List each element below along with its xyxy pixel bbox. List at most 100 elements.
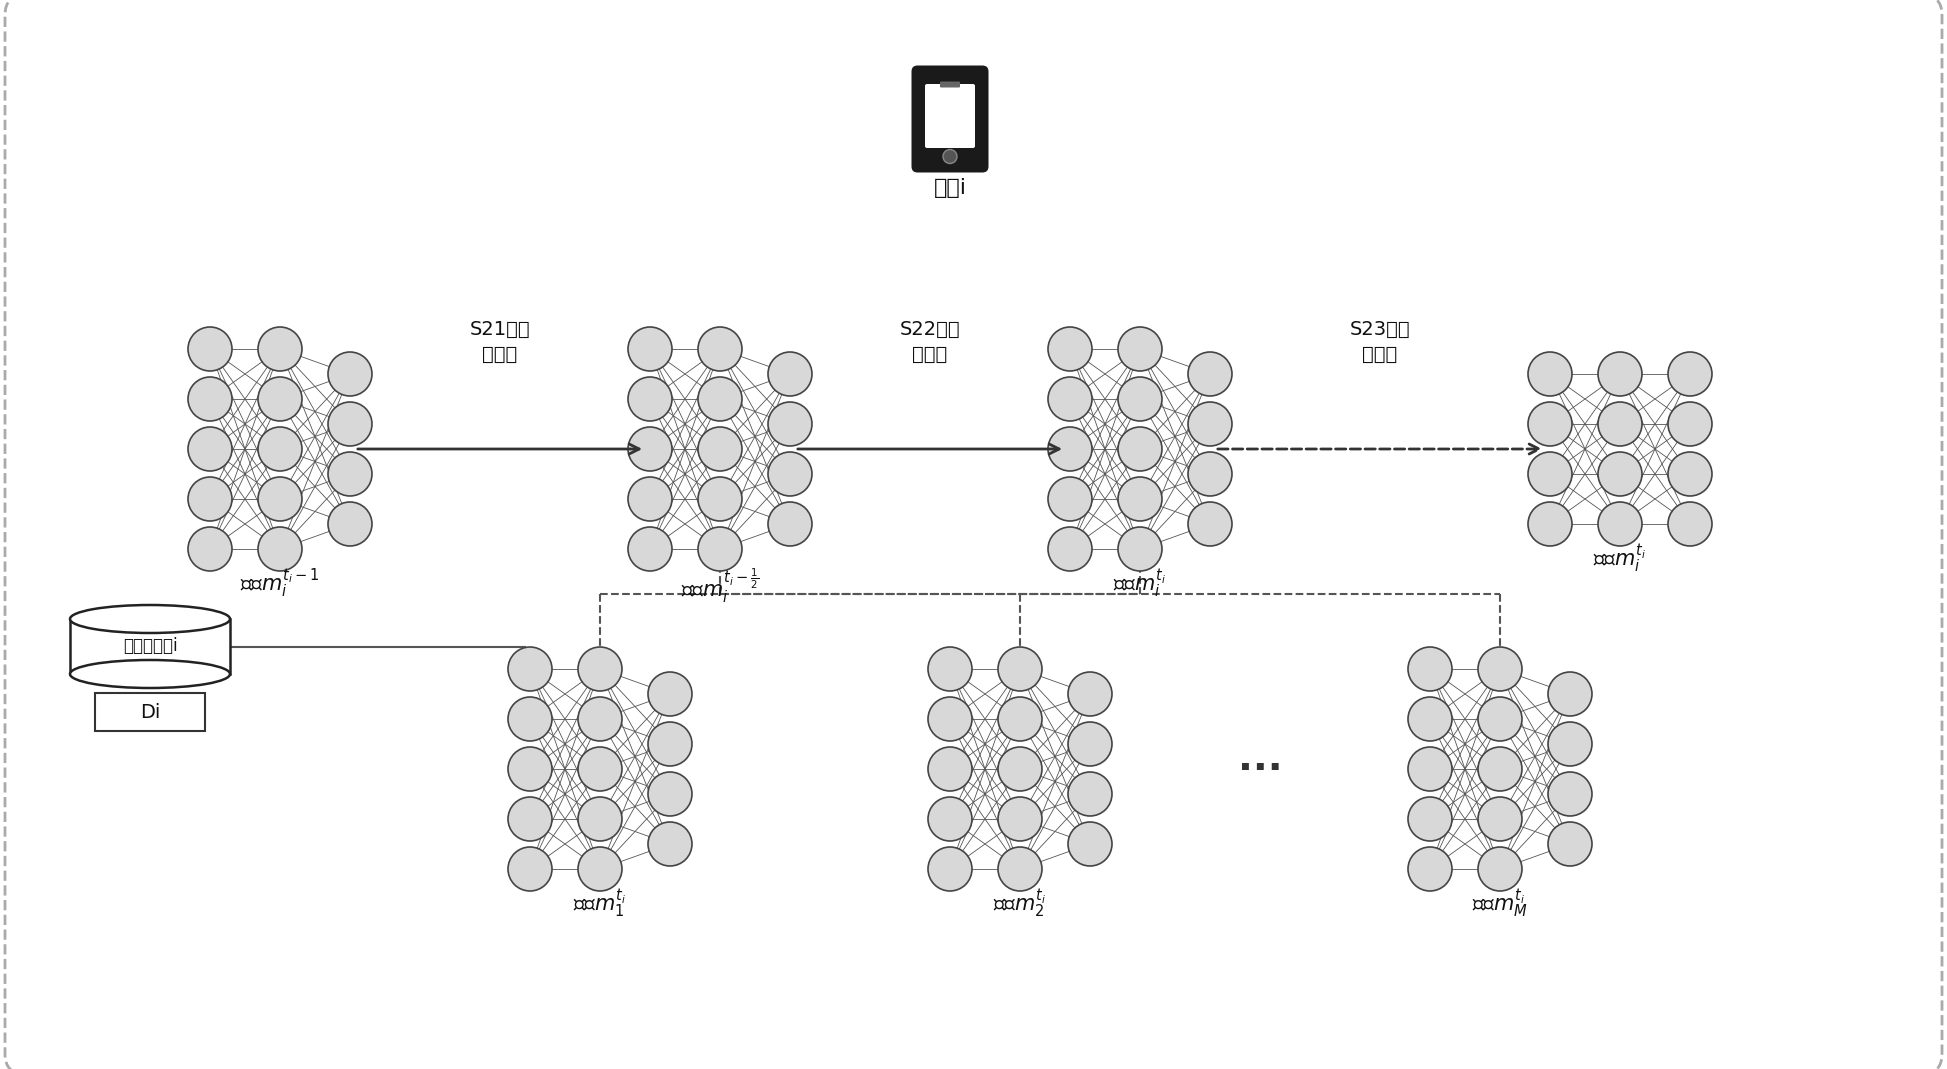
Circle shape xyxy=(699,477,742,521)
Circle shape xyxy=(629,377,672,421)
Circle shape xyxy=(1598,452,1641,496)
Text: 模型$m_i^{t_i-\frac{1}{2}}$: 模型$m_i^{t_i-\frac{1}{2}}$ xyxy=(681,567,759,605)
Circle shape xyxy=(1598,402,1641,446)
Text: 本地数据集i: 本地数据集i xyxy=(123,637,177,655)
Circle shape xyxy=(259,527,302,571)
Text: 模型$m_i^{t_i-1}$: 模型$m_i^{t_i-1}$ xyxy=(239,567,319,600)
Circle shape xyxy=(629,527,672,571)
Text: 模型$m_1^{t_i}$: 模型$m_1^{t_i}$ xyxy=(574,887,627,919)
Circle shape xyxy=(189,527,232,571)
Circle shape xyxy=(1408,697,1452,741)
Circle shape xyxy=(1118,377,1162,421)
Circle shape xyxy=(1528,502,1571,546)
Circle shape xyxy=(259,377,302,421)
Circle shape xyxy=(1548,672,1593,716)
Circle shape xyxy=(1528,452,1571,496)
Circle shape xyxy=(1478,747,1523,791)
Circle shape xyxy=(189,327,232,371)
Circle shape xyxy=(1478,647,1523,691)
Circle shape xyxy=(578,747,621,791)
Circle shape xyxy=(699,527,742,571)
Circle shape xyxy=(629,427,672,471)
Circle shape xyxy=(629,327,672,371)
Circle shape xyxy=(1069,672,1112,716)
Circle shape xyxy=(189,477,232,521)
Circle shape xyxy=(942,150,958,164)
Circle shape xyxy=(1047,527,1092,571)
Ellipse shape xyxy=(70,605,230,633)
Circle shape xyxy=(1669,452,1711,496)
Bar xyxy=(95,693,204,731)
Circle shape xyxy=(1408,747,1452,791)
Circle shape xyxy=(699,427,742,471)
Circle shape xyxy=(327,452,372,496)
Circle shape xyxy=(929,647,972,691)
Text: 模型$m_2^{t_i}$: 模型$m_2^{t_i}$ xyxy=(993,887,1047,919)
Circle shape xyxy=(259,327,302,371)
FancyBboxPatch shape xyxy=(6,0,1941,1069)
Circle shape xyxy=(767,352,812,396)
Circle shape xyxy=(1669,352,1711,396)
Circle shape xyxy=(699,327,742,371)
Circle shape xyxy=(767,402,812,446)
Circle shape xyxy=(929,747,972,791)
Text: S22、模
型聚合: S22、模 型聚合 xyxy=(900,320,960,365)
Text: 设备i: 设备i xyxy=(933,179,966,199)
Circle shape xyxy=(999,697,1042,741)
Circle shape xyxy=(1408,847,1452,890)
FancyBboxPatch shape xyxy=(911,65,989,172)
Text: S23、模
型修剪: S23、模 型修剪 xyxy=(1349,320,1410,365)
Circle shape xyxy=(1598,352,1641,396)
Circle shape xyxy=(929,697,972,741)
Text: S21、本
地训练: S21、本 地训练 xyxy=(469,320,530,365)
Circle shape xyxy=(508,697,553,741)
Circle shape xyxy=(259,477,302,521)
Circle shape xyxy=(1047,377,1092,421)
Circle shape xyxy=(999,647,1042,691)
Circle shape xyxy=(1478,797,1523,841)
Circle shape xyxy=(1478,697,1523,741)
Circle shape xyxy=(189,377,232,421)
Circle shape xyxy=(1478,847,1523,890)
Circle shape xyxy=(1548,822,1593,866)
Circle shape xyxy=(1118,477,1162,521)
Circle shape xyxy=(1118,327,1162,371)
Circle shape xyxy=(999,847,1042,890)
Circle shape xyxy=(1069,772,1112,816)
Circle shape xyxy=(1669,402,1711,446)
Circle shape xyxy=(1408,647,1452,691)
Circle shape xyxy=(327,352,372,396)
Circle shape xyxy=(1047,427,1092,471)
Circle shape xyxy=(648,772,691,816)
Circle shape xyxy=(578,847,621,890)
Circle shape xyxy=(508,647,553,691)
Circle shape xyxy=(1047,477,1092,521)
Text: 模型$m_M^{t_i}$: 模型$m_M^{t_i}$ xyxy=(1472,887,1528,919)
Text: ···: ··· xyxy=(1238,750,1283,788)
Circle shape xyxy=(259,427,302,471)
Text: Di: Di xyxy=(140,702,160,722)
Circle shape xyxy=(327,402,372,446)
FancyBboxPatch shape xyxy=(925,84,975,148)
Circle shape xyxy=(1548,722,1593,766)
Circle shape xyxy=(508,747,553,791)
Circle shape xyxy=(999,797,1042,841)
Text: 模型$m_i^{t_i}$: 模型$m_i^{t_i}$ xyxy=(1593,542,1647,575)
Circle shape xyxy=(648,672,691,716)
Circle shape xyxy=(999,747,1042,791)
Bar xyxy=(70,619,230,673)
Circle shape xyxy=(767,452,812,496)
Circle shape xyxy=(508,847,553,890)
Circle shape xyxy=(1408,797,1452,841)
Text: 模型$m_i^{t_i}$: 模型$m_i^{t_i}$ xyxy=(1114,567,1166,600)
Circle shape xyxy=(578,647,621,691)
Circle shape xyxy=(1188,452,1232,496)
Circle shape xyxy=(578,797,621,841)
Circle shape xyxy=(767,502,812,546)
Circle shape xyxy=(189,427,232,471)
Circle shape xyxy=(648,822,691,866)
Circle shape xyxy=(929,797,972,841)
Circle shape xyxy=(1528,402,1571,446)
Circle shape xyxy=(327,502,372,546)
Circle shape xyxy=(578,697,621,741)
